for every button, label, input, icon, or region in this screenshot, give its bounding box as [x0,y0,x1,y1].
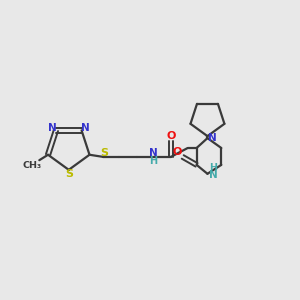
Text: H: H [209,163,217,172]
Text: N: N [208,133,217,143]
Text: O: O [172,147,182,157]
Text: S: S [65,169,73,179]
Text: S: S [100,148,108,158]
Text: CH₃: CH₃ [22,161,42,170]
Text: O: O [166,131,176,141]
Text: N: N [81,123,90,134]
Text: N: N [148,148,157,158]
Text: N: N [209,170,218,180]
Text: N: N [48,123,56,134]
Text: H: H [149,156,157,166]
